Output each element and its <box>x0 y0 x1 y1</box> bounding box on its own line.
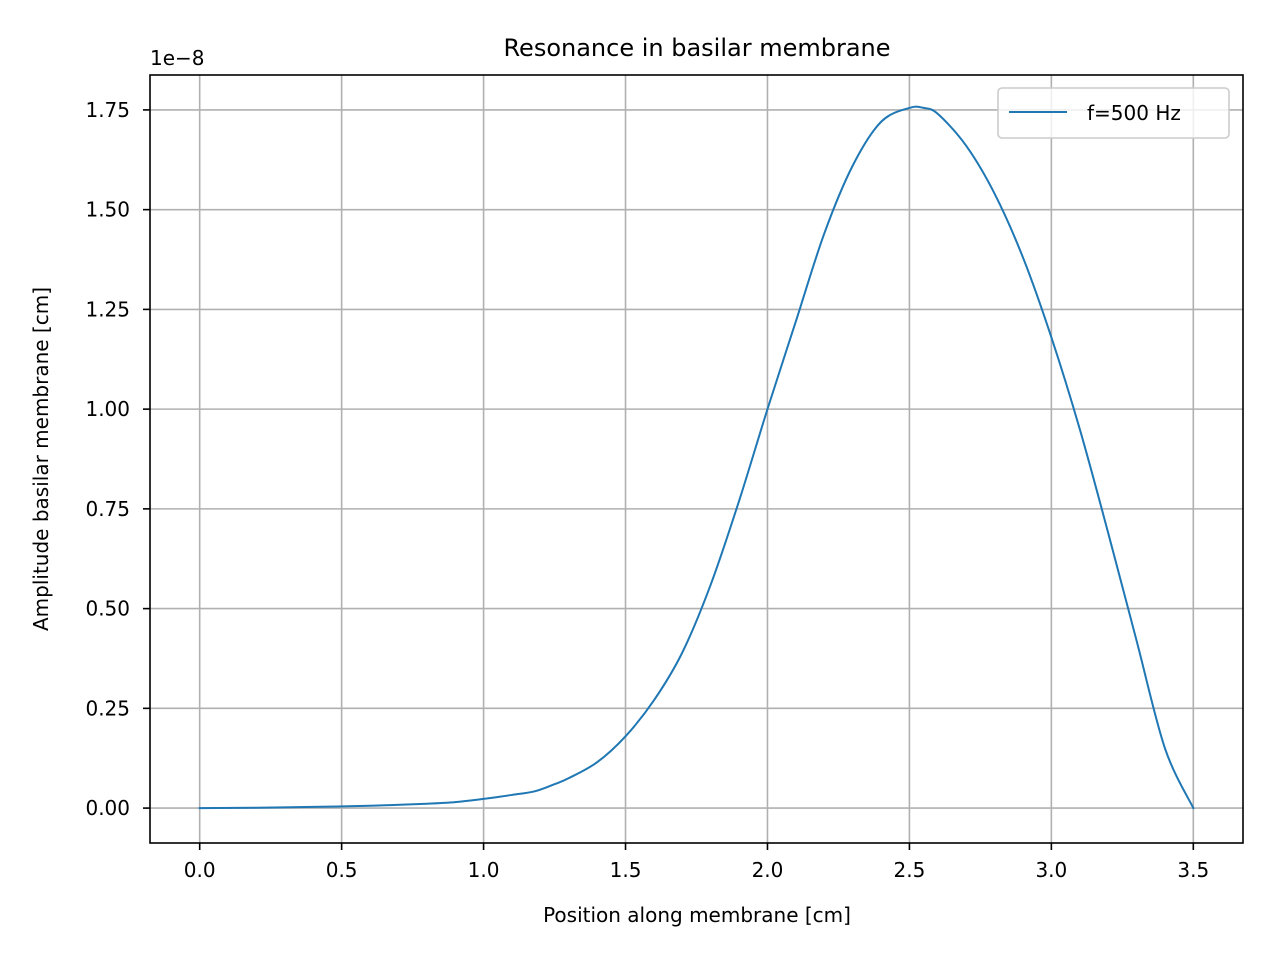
y-offset-label: 1e−8 <box>150 46 205 70</box>
x-tick-label: 0.5 <box>326 858 358 882</box>
y-tick-label: 1.75 <box>85 98 130 122</box>
y-tick-label: 1.25 <box>85 297 130 321</box>
series-line-0 <box>198 105 1195 810</box>
x-tick-label: 2.0 <box>752 858 784 882</box>
y-tick-label: 0.25 <box>85 696 130 720</box>
legend-label: f=500 Hz <box>1087 101 1181 125</box>
y-tick-label: 0.00 <box>85 796 130 820</box>
y-tick-label: 1.50 <box>85 198 130 222</box>
x-tick-label: 3.0 <box>1035 858 1067 882</box>
y-axis-label: Amplitude basilar membrane [cm] <box>29 287 53 631</box>
y-tick-label: 0.50 <box>85 597 130 621</box>
x-tick-label: 1.5 <box>610 858 642 882</box>
y-tick-label: 0.75 <box>85 497 130 521</box>
x-tick-label: 0.0 <box>184 858 216 882</box>
x-axis-label: Position along membrane [cm] <box>543 903 851 927</box>
x-tick-label: 3.5 <box>1177 858 1209 882</box>
x-tick-label: 1.0 <box>468 858 500 882</box>
legend: f=500 Hz <box>997 87 1230 139</box>
grid <box>150 75 1243 843</box>
axis-ticks: 0.0 0.5 1.0 1.5 2.0 2.5 3.0 3.5 0.00 0.25 0.50 0.75… <box>85 98 1209 882</box>
chart-title: Resonance in basilar membrane <box>503 34 890 62</box>
y-tick-label: 1.00 <box>85 397 130 421</box>
legend-box <box>997 87 1230 139</box>
x-tick-label: 2.5 <box>894 858 926 882</box>
series-layer <box>198 105 1195 810</box>
plot-frame <box>149 74 1244 844</box>
